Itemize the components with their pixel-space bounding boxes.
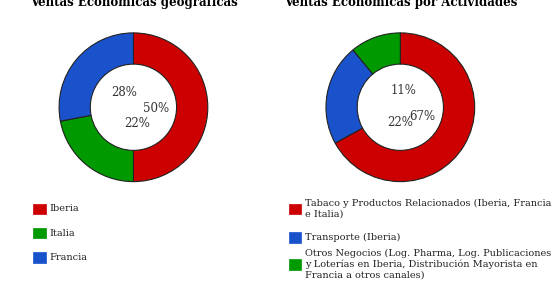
Wedge shape — [133, 33, 208, 182]
Text: Otros Negocios (Log. Pharma, Log. Publicaciones
y Loterías en Iberia, Distribuci: Otros Negocios (Log. Pharma, Log. Public… — [305, 249, 551, 280]
Text: 22%: 22% — [388, 116, 413, 129]
Text: Tabaco y Productos Relacionados (Iberia, Francia
e Italia): Tabaco y Productos Relacionados (Iberia,… — [305, 199, 551, 219]
Title: Ventas Económicas por Actividades: Ventas Económicas por Actividades — [284, 0, 517, 9]
Text: 67%: 67% — [410, 110, 436, 123]
Wedge shape — [59, 33, 133, 121]
Wedge shape — [61, 115, 133, 182]
Text: Transporte (Iberia): Transporte (Iberia) — [305, 233, 400, 242]
Text: Italia: Italia — [49, 229, 75, 238]
Text: Francia: Francia — [49, 253, 87, 262]
Text: 28%: 28% — [112, 86, 137, 99]
Text: 11%: 11% — [391, 84, 417, 98]
Text: 22%: 22% — [124, 117, 150, 130]
Wedge shape — [335, 33, 475, 182]
Text: 50%: 50% — [143, 102, 169, 115]
Wedge shape — [353, 33, 400, 74]
Title: Ventas Económicas geográficas: Ventas Económicas geográficas — [29, 0, 237, 9]
Text: Iberia: Iberia — [49, 204, 78, 213]
Wedge shape — [326, 50, 373, 143]
